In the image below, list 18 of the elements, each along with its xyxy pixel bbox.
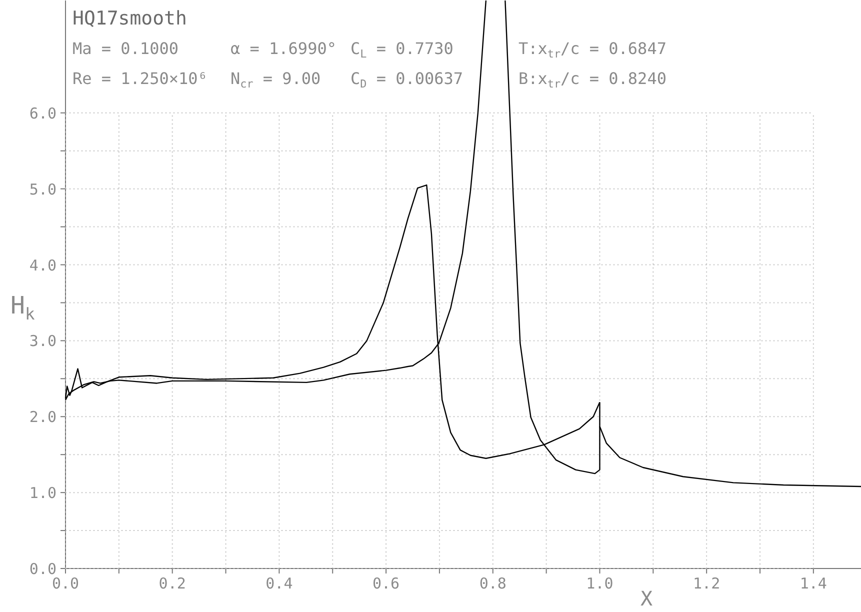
x-tick-label: 1.2 bbox=[693, 574, 720, 592]
y-tick-label: 3.0 bbox=[29, 332, 56, 350]
x-axis-title: X bbox=[640, 586, 653, 610]
x-tick-label: 1.4 bbox=[800, 574, 827, 592]
chart-title: HQ17smooth bbox=[72, 8, 187, 30]
annotation: Re = 1.250×10⁶ bbox=[72, 69, 208, 88]
y-tick-label: 6.0 bbox=[29, 104, 56, 122]
x-tick-label: 0.6 bbox=[372, 574, 400, 592]
x-tick-label: 1.0 bbox=[586, 574, 614, 592]
annotation: α = 1.6990° bbox=[230, 39, 336, 58]
x-tick-label: 0.2 bbox=[158, 574, 186, 592]
x-tick-label: 0.8 bbox=[479, 574, 506, 592]
y-tick-label: 2.0 bbox=[29, 408, 56, 426]
y-tick-label: 1.0 bbox=[29, 484, 56, 502]
y-tick-label: 4.0 bbox=[29, 256, 56, 274]
x-tick-label: 0.4 bbox=[266, 574, 293, 592]
y-tick-label: 5.0 bbox=[29, 180, 56, 198]
annotation: Ma = 0.1000 bbox=[72, 39, 178, 58]
